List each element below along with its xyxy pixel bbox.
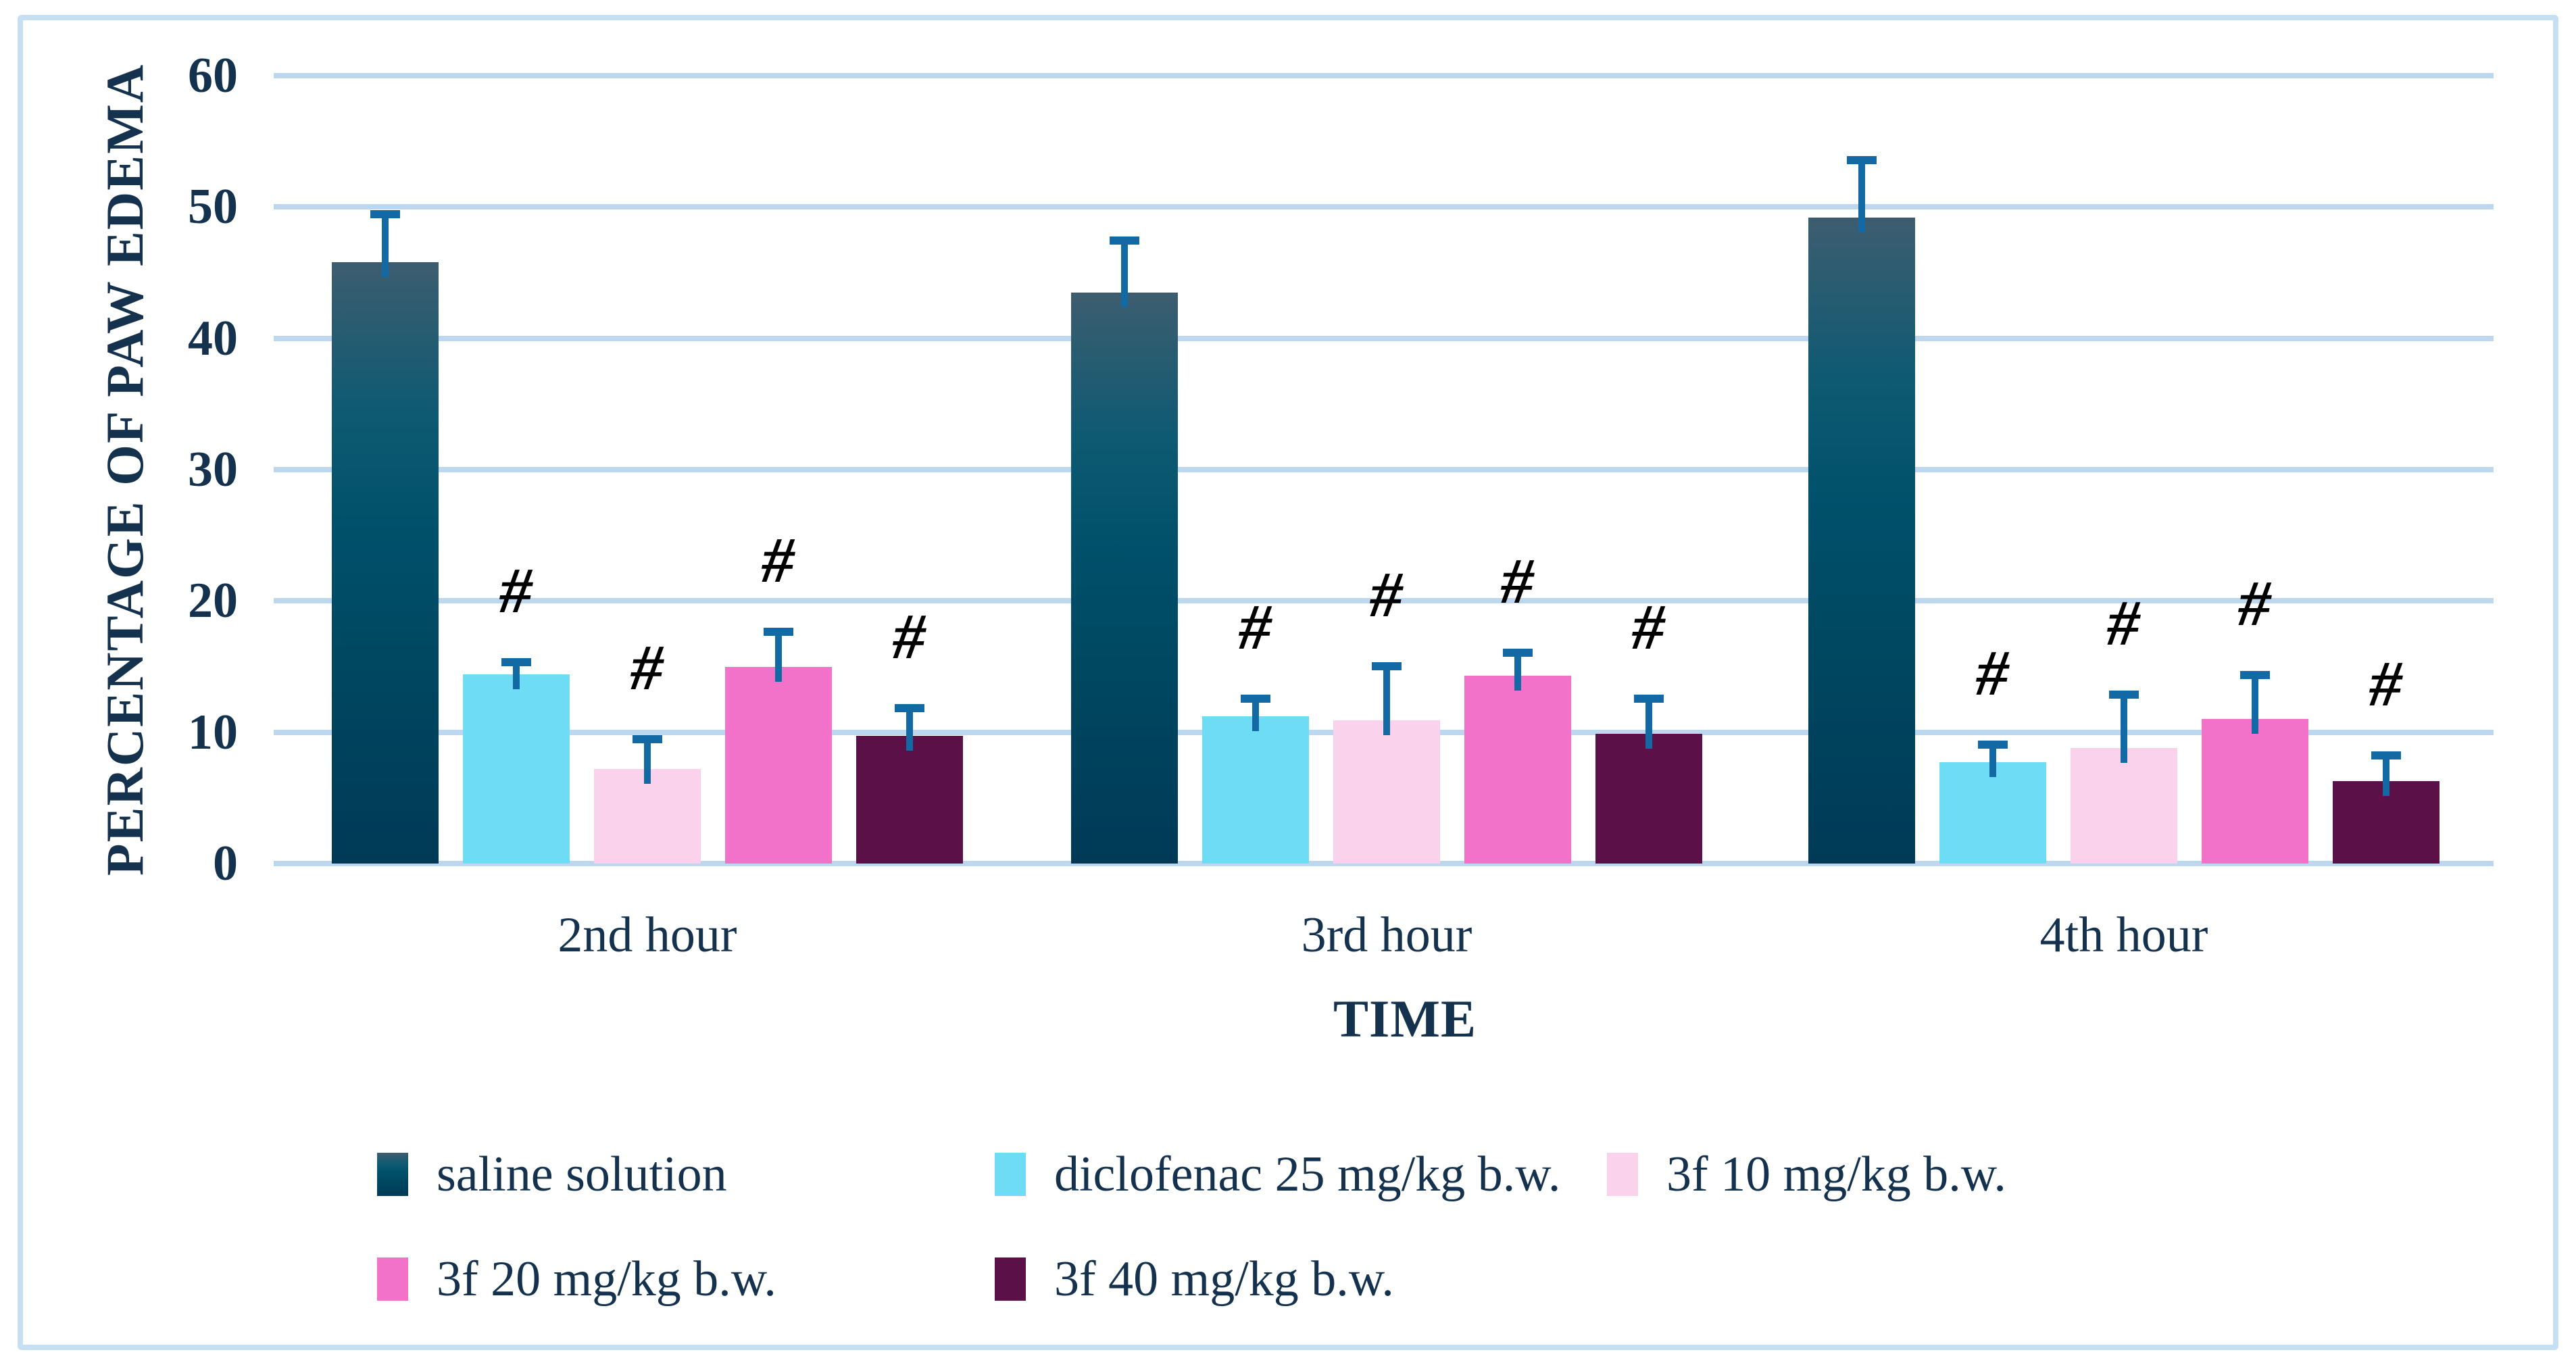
- y-tick-label: 0: [213, 836, 238, 891]
- error-bar-cap: [2109, 691, 2139, 699]
- y-tick-label: 60: [188, 48, 238, 104]
- legend-item: saline solution: [377, 1141, 727, 1208]
- significance-marker: #: [2363, 647, 2409, 720]
- bar: [463, 674, 570, 864]
- error-bar: [1645, 698, 1652, 749]
- y-tick-label: 30: [188, 442, 238, 497]
- legend-swatch: [1607, 1153, 1638, 1196]
- y-tick-label: 20: [188, 573, 238, 629]
- error-bar-cap: [2240, 671, 2270, 680]
- error-bar: [382, 214, 389, 277]
- legend-swatch: [995, 1153, 1026, 1196]
- significance-marker: #: [1233, 591, 1279, 664]
- gridline-50: [274, 204, 2494, 210]
- error-bar-cap: [633, 735, 662, 744]
- gridline-30: [274, 467, 2494, 472]
- legend-label: 3f 10 mg/kg b.w.: [1666, 1147, 2006, 1202]
- y-tick-label: 50: [188, 179, 238, 235]
- error-bar: [1383, 665, 1390, 736]
- gridline-20: [274, 598, 2494, 604]
- error-bar-cap: [370, 210, 400, 219]
- error-bar: [906, 707, 913, 751]
- bar: [594, 769, 701, 864]
- error-bar: [1514, 652, 1521, 691]
- x-axis-title: TIME: [1333, 989, 1477, 1048]
- error-bar-cap: [895, 703, 924, 712]
- category-label: 3rd hour: [1301, 907, 1472, 963]
- bar: [1939, 762, 2046, 864]
- bar: [1808, 217, 1915, 864]
- significance-marker: #: [756, 524, 801, 597]
- error-bar: [775, 631, 782, 682]
- legend-label: saline solution: [437, 1147, 727, 1202]
- legend-item: 3f 40 mg/kg b.w.: [995, 1245, 1394, 1313]
- error-bar-cap: [1110, 236, 1139, 245]
- significance-marker: #: [1970, 637, 2016, 709]
- bar: [2071, 747, 2177, 864]
- legend-swatch: [377, 1257, 408, 1301]
- error-bar-cap: [1503, 649, 1533, 657]
- bar: [1071, 292, 1178, 864]
- error-bar-cap: [2371, 751, 2401, 759]
- legend-label: 3f 40 mg/kg b.w.: [1054, 1251, 1394, 1307]
- gridline-60: [274, 73, 2494, 79]
- y-tick-label: 10: [188, 704, 238, 760]
- legend-item: 3f 20 mg/kg b.w.: [377, 1245, 776, 1313]
- legend-label: diclofenac 25 mg/kg b.w.: [1054, 1147, 1561, 1202]
- error-bar-cap: [1372, 662, 1402, 670]
- significance-marker: #: [1495, 545, 1541, 618]
- significance-marker: #: [1364, 557, 1410, 630]
- legend-item: 3f 10 mg/kg b.w.: [1607, 1141, 2006, 1208]
- legend-swatch: [995, 1257, 1026, 1301]
- error-bar: [2252, 674, 2258, 734]
- error-bar: [644, 739, 651, 784]
- gridline-40: [274, 335, 2494, 341]
- error-bar-cap: [1978, 741, 2008, 749]
- significance-marker: #: [2232, 567, 2278, 640]
- error-bar-cap: [1634, 695, 1664, 703]
- figure-border: [18, 15, 2558, 1350]
- error-bar: [1121, 239, 1128, 307]
- bar: [332, 261, 439, 864]
- error-bar: [1989, 744, 1996, 778]
- significance-marker: #: [1626, 591, 1672, 664]
- error-bar: [2383, 754, 2389, 796]
- error-bar-cap: [1241, 695, 1270, 703]
- significance-marker: #: [887, 599, 933, 672]
- y-axis-title: PERCENTAGE OF PAW EDEMA: [95, 63, 154, 876]
- bar: [1202, 716, 1309, 864]
- bar: [2202, 719, 2308, 864]
- error-bar: [513, 661, 520, 690]
- bar: [725, 666, 832, 864]
- error-bar-cap: [764, 628, 793, 637]
- error-bar-cap: [1847, 156, 1877, 165]
- bar: [1595, 733, 1702, 864]
- gridline-0: [274, 861, 2494, 866]
- error-bar: [2121, 694, 2127, 763]
- bar: [1464, 676, 1571, 864]
- error-bar: [1858, 159, 1865, 232]
- legend-swatch: [377, 1153, 408, 1196]
- bar: [856, 736, 963, 864]
- bar: [1333, 720, 1440, 864]
- significance-marker: #: [493, 553, 539, 626]
- category-label: 4th hour: [2039, 907, 2208, 963]
- category-label: 2nd hour: [558, 907, 737, 963]
- error-bar-cap: [501, 657, 531, 666]
- significance-marker: #: [624, 631, 670, 704]
- y-tick-label: 40: [188, 310, 238, 366]
- error-bar: [1252, 698, 1259, 732]
- legend-item: diclofenac 25 mg/kg b.w.: [995, 1141, 1560, 1208]
- significance-marker: #: [2101, 587, 2147, 659]
- legend-label: 3f 20 mg/kg b.w.: [437, 1251, 776, 1307]
